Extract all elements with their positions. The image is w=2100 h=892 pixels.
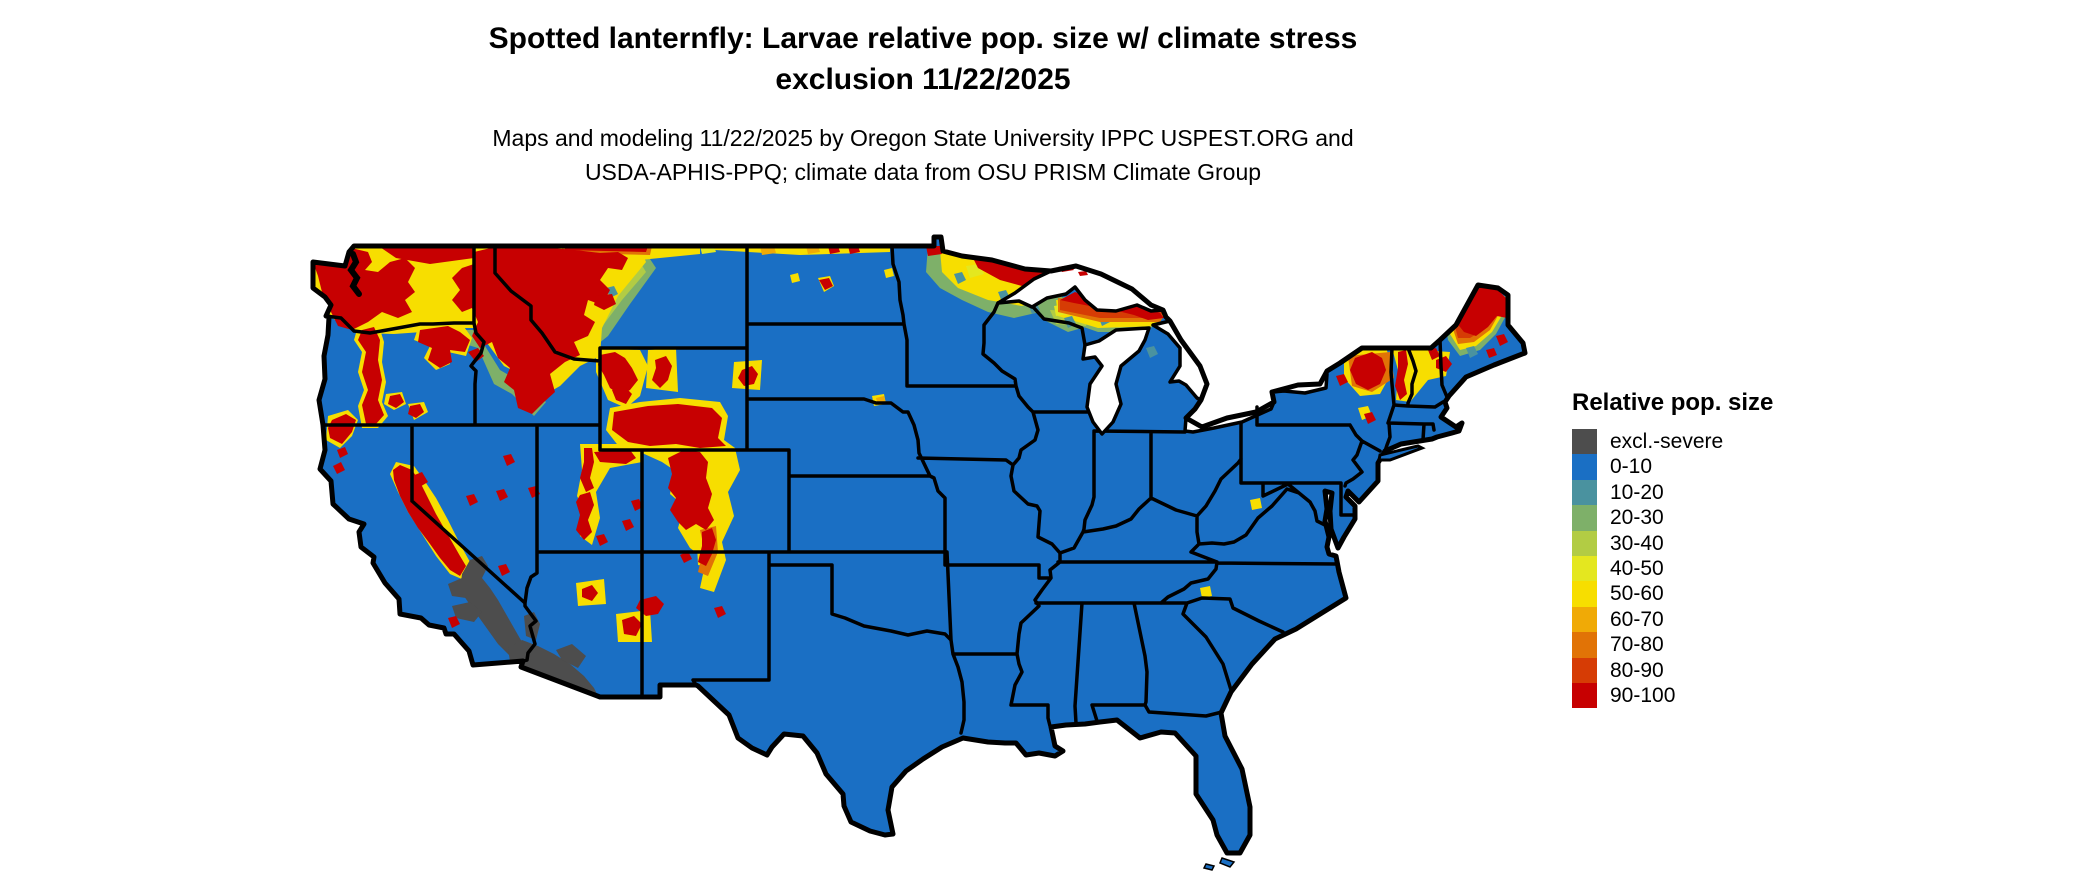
legend-label-80-90: 80-90 (1610, 658, 1664, 682)
title-line-2: exclusion 11/22/2025 (775, 63, 1071, 96)
subtitle-line-2: USDA-APHIS-PPQ; climate data from OSU PR… (584, 159, 1262, 185)
legend-item-0-10: 0-10 (1572, 454, 1872, 480)
national-outline (310, 234, 1528, 856)
legend-label-40-50: 40-50 (1610, 556, 1664, 580)
legend-swatch-80-90 (1572, 657, 1597, 683)
legend-item-excl-severe: excl.-severe (1572, 429, 1872, 455)
title-line-1: Spotted lanternfly: Larvae relative pop.… (488, 22, 1358, 55)
legend-swatch-50-60 (1572, 581, 1597, 607)
legend-label-0-10: 0-10 (1610, 455, 1653, 479)
lake-michigan (1081, 326, 1151, 436)
legend-item-80-90: 80-90 (1572, 657, 1872, 683)
legend-label-60-70: 60-70 (1610, 607, 1664, 631)
legend-swatch-20-30 (1572, 505, 1597, 531)
legend-label-50-60: 50-60 (1610, 582, 1664, 606)
legend-label-10-20: 10-20 (1610, 480, 1664, 504)
legend-swatch-0-10 (1572, 454, 1597, 480)
lake-champlain (1389, 351, 1394, 377)
legend-label-30-40: 30-40 (1610, 531, 1664, 555)
legend-swatch-30-40 (1572, 530, 1597, 556)
legend-label-20-30: 20-30 (1610, 506, 1664, 530)
legend-swatch-excl-severe (1572, 429, 1597, 455)
legend-swatch-90-100 (1572, 682, 1597, 709)
long-island (1377, 444, 1426, 462)
legend-item-10-20: 10-20 (1572, 479, 1872, 506)
legend-item-40-50: 40-50 (1572, 555, 1872, 582)
subtitle: Maps and modeling 11/22/2025 by Oregon S… (311, 121, 1535, 189)
legend-label-70-80: 70-80 (1610, 633, 1664, 657)
legend-item-60-70: 60-70 (1572, 606, 1872, 633)
puget-sound (347, 251, 362, 297)
legend-item-30-40: 30-40 (1572, 530, 1872, 556)
florida-keys (1202, 857, 1236, 871)
legend-label-excl-severe: excl.-severe (1610, 430, 1724, 453)
legend-swatch-70-80 (1572, 632, 1597, 658)
legend-title: Relative pop. size (1572, 389, 1774, 416)
legend-swatch-10-20 (1572, 479, 1597, 506)
legend-label-90-100: 90-100 (1610, 683, 1676, 707)
page-title: Spotted lanternfly: Larvae relative pop.… (311, 18, 1535, 100)
legend-item-20-30: 20-30 (1572, 505, 1872, 531)
legend-item-50-60: 50-60 (1572, 581, 1872, 607)
legend-item-70-80: 70-80 (1572, 632, 1872, 658)
excluded-severe-patches (448, 556, 597, 694)
subtitle-line-1: Maps and modeling 11/22/2025 by Oregon S… (492, 125, 1354, 151)
legend-swatch-40-50 (1572, 555, 1597, 582)
state-borders (321, 244, 1449, 735)
legend-swatch-60-70 (1572, 606, 1597, 633)
legend-item-90-100: 90-100 (1572, 682, 1872, 709)
legend: Relative pop. size excl.-severe 0-10 10-… (1572, 389, 1872, 709)
